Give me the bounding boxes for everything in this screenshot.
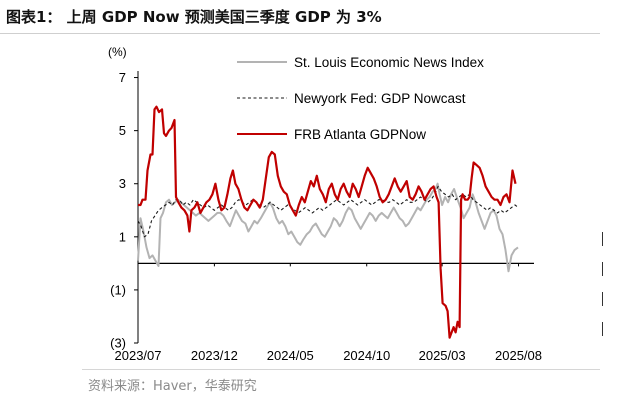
x-axis: 2023/07 2023/12 2024/05 2024/10 2025/03 2025/… — [115, 262, 542, 363]
x-tick-label: 2025/03 — [419, 348, 466, 363]
title-rule — [0, 33, 600, 34]
x-tick-label: 2023/12 — [191, 348, 238, 363]
legend-label: FRB Atlanta GDPNow — [294, 127, 426, 142]
y-tick-label: 5 — [119, 123, 126, 138]
y-unit-label: (%) — [108, 45, 127, 59]
series-line-frb-atlanta-gdpnow — [138, 105, 517, 339]
legend-label: St. Louis Economic News Index — [294, 55, 484, 70]
adjacent-panel-fragment — [602, 292, 615, 306]
adjacent-panel-fragment — [602, 322, 615, 336]
series-line-newyork-fed-gdp-nowcast — [137, 185, 519, 238]
x-tick-label: 2024/05 — [267, 348, 314, 363]
x-tick-label: 2024/10 — [343, 348, 390, 363]
source-note: 资料来源：Haver，华泰研究 — [88, 379, 257, 394]
y-tick-label: 7 — [119, 70, 126, 85]
chart: (%) 7 5 3 1 (1) (3) 2023/07 2023/12 2024/05 2024… — [108, 45, 542, 363]
y-tick-label: (3) — [110, 336, 126, 351]
source-rule — [82, 369, 600, 370]
x-tick-label: 2025/08 — [495, 348, 542, 363]
adjacent-panel-edge — [598, 0, 617, 403]
adjacent-panel-fragment — [602, 262, 615, 276]
figure-title: 图表1： 上周 GDP Now 预测美国三季度 GDP 为 3% — [6, 8, 382, 26]
series-lines — [137, 105, 519, 339]
legend: St. Louis Economic News Index Newyork Fed… — [237, 55, 484, 142]
y-tick-label: 1 — [119, 229, 126, 244]
adjacent-panel-fragment — [602, 232, 615, 246]
y-axis: 7 5 3 1 (1) (3) — [110, 70, 139, 351]
legend-label: Newyork Fed: GDP Nowcast — [294, 91, 466, 106]
x-tick-label: 2023/07 — [115, 348, 162, 363]
y-tick-label: (1) — [110, 282, 126, 297]
y-tick-label: 3 — [119, 176, 126, 191]
